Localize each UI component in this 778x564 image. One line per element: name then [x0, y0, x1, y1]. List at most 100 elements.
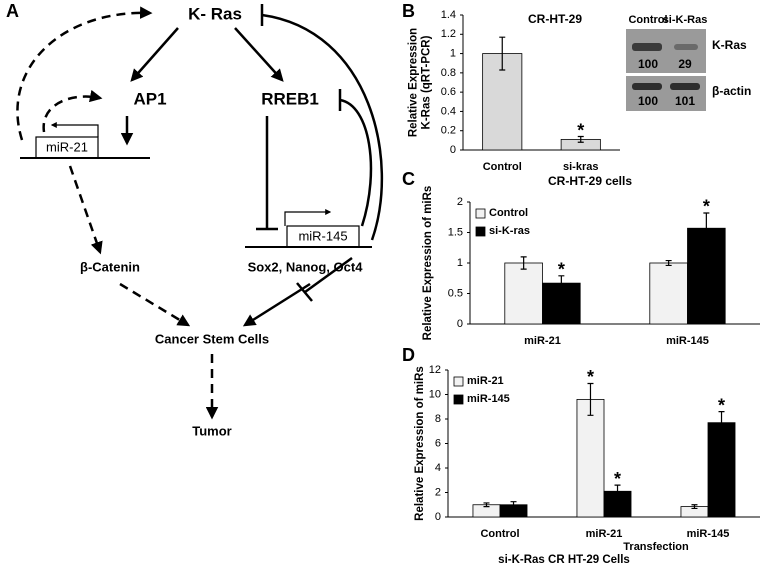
significance-marker: *	[718, 395, 725, 415]
bar	[649, 262, 688, 325]
arrow	[119, 282, 191, 327]
node: Tumor	[192, 423, 231, 438]
error-bar	[614, 484, 621, 498]
legend-label: miR-145	[467, 393, 510, 405]
y-tick-label: 0	[450, 144, 456, 156]
error-bar	[703, 212, 710, 245]
node: miR-145	[298, 228, 347, 243]
error-bar	[577, 135, 584, 143]
y-tick-label: 8	[435, 413, 441, 425]
y-tick-label: 1	[450, 47, 456, 59]
y-tick-label: 0.6	[441, 86, 456, 98]
node: K- Ras	[188, 4, 242, 23]
blot-column: Control	[628, 14, 667, 26]
node: AP1	[133, 89, 166, 108]
blot-value: 100	[638, 57, 658, 71]
error-bar	[520, 256, 527, 270]
panel-label: A	[6, 1, 19, 21]
x-tick-label: si-kras	[563, 161, 598, 173]
y-tick-label: 1.4	[441, 9, 456, 21]
arrow	[234, 27, 284, 82]
panel-label: B	[402, 1, 415, 21]
y-tick-label: 2	[435, 486, 441, 498]
x-tick-label: miR-21	[524, 335, 561, 347]
error-bar	[510, 501, 517, 509]
arrow	[242, 282, 311, 327]
error-bar	[587, 382, 594, 416]
y-tick-label: 0.5	[448, 287, 463, 299]
blot-value: 101	[675, 94, 695, 108]
legend-label: Control	[489, 207, 528, 219]
y-tick-label: 0	[435, 511, 441, 523]
blot-band	[674, 44, 698, 50]
x-axis-label: si-K-Ras CR HT-29 Cells	[498, 554, 630, 564]
node: Cancer Stem Cells	[155, 331, 269, 346]
pathway-diagram: K- Ras AP1 RREB1 miR-21 miR-145 β-Cateni…	[16, 4, 384, 438]
arrow	[130, 27, 179, 82]
y-tick-label: 0.2	[441, 125, 456, 137]
legend-swatch	[475, 208, 486, 219]
bar	[576, 398, 605, 518]
error-bar	[483, 502, 490, 508]
legend-label: si-K-ras	[489, 225, 530, 237]
blot-value: 100	[638, 94, 658, 108]
promoter-arrow	[50, 122, 99, 137]
blot-column: si-K-Ras	[663, 14, 708, 26]
y-axis-label: Relative Expression of miRs	[414, 366, 426, 521]
inhibition	[304, 256, 353, 294]
blot-band	[632, 83, 662, 90]
significance-marker: *	[614, 469, 621, 489]
y-tick-label: 0.4	[441, 105, 456, 117]
x-tick-label: Control	[483, 161, 522, 173]
y-tick-label: 1	[457, 257, 463, 269]
blot-band	[670, 83, 700, 90]
panel-label: D	[402, 345, 415, 365]
y-tick-label: 0	[457, 318, 463, 330]
legend-swatch	[453, 376, 464, 387]
bar	[687, 227, 726, 325]
western-blot: Control si-K-Ras 100 29 K-Ras 100 101 β-…	[626, 14, 751, 111]
inhibition-bar	[296, 282, 313, 302]
node: β-Catenin	[80, 259, 140, 274]
x-tick-label: miR-21	[586, 528, 623, 540]
significance-marker: *	[558, 260, 565, 280]
inhibition	[339, 98, 373, 227]
bar	[707, 422, 736, 518]
error-bar	[499, 36, 506, 71]
y-tick-label: 6	[435, 437, 441, 449]
chart-title: CR-HT-29	[528, 12, 582, 26]
x-tick-label: Control	[480, 528, 519, 540]
significance-marker: *	[577, 120, 584, 140]
group-label: Transfection	[623, 541, 689, 553]
node: miR-21	[46, 139, 88, 154]
error-bar	[665, 259, 672, 267]
y-tick-label: 1.2	[441, 28, 456, 40]
bar	[504, 262, 543, 325]
blot-row: K-Ras	[712, 38, 747, 52]
x-tick-label: miR-145	[687, 528, 730, 540]
y-tick-label: 1.5	[448, 226, 463, 238]
legend-swatch	[475, 226, 486, 237]
significance-marker: *	[703, 197, 710, 217]
y-axis-label: Relative Expression of miRs	[422, 186, 434, 341]
arrow	[42, 89, 103, 133]
x-tick-label: miR-145	[666, 335, 709, 347]
significance-marker: *	[587, 367, 594, 387]
node: RREB1	[261, 89, 319, 108]
arrow	[68, 165, 103, 255]
y-tick-label: 10	[429, 388, 441, 400]
legend-swatch	[453, 394, 464, 405]
error-bar	[718, 411, 725, 435]
y-tick-label: 2	[457, 196, 463, 208]
promoter-arrow	[284, 209, 332, 226]
blot-band	[632, 43, 662, 51]
y-axis-label: Relative Expression	[408, 28, 420, 137]
panel-label: C	[402, 169, 415, 189]
blot-value: 29	[678, 57, 692, 71]
arrow	[16, 6, 153, 141]
y-tick-label: 4	[435, 462, 441, 474]
inhibition	[261, 13, 384, 241]
y-axis-label: K-Ras (qRT-PCR)	[421, 35, 433, 129]
y-tick-label: 0.8	[441, 67, 456, 79]
